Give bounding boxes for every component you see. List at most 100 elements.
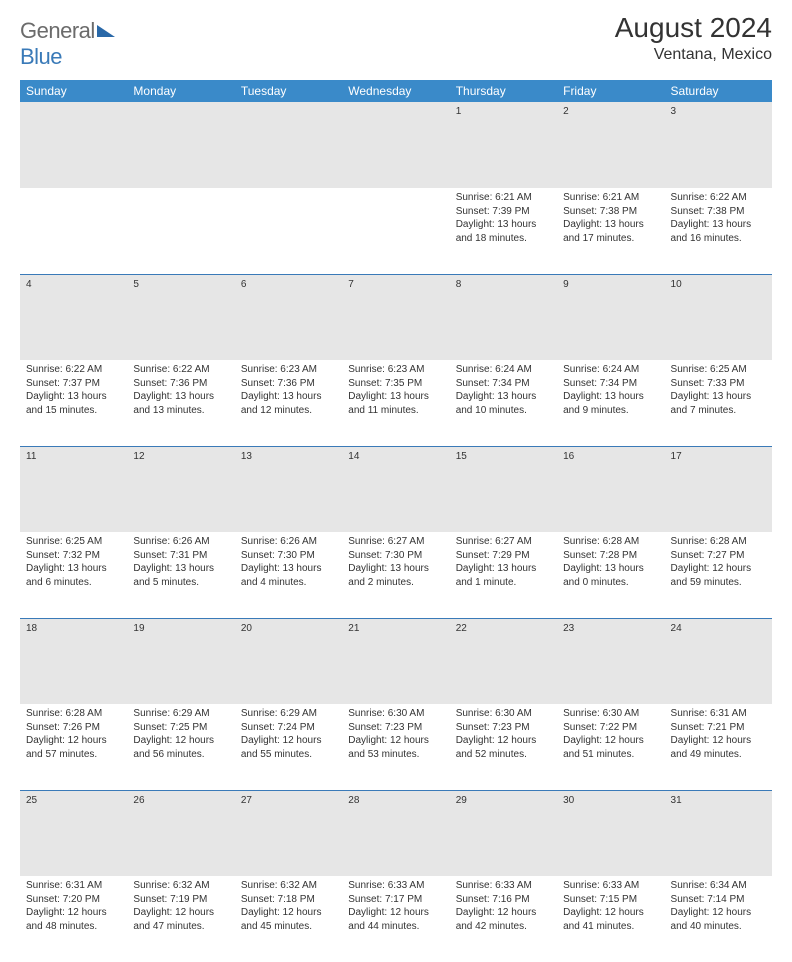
weekday-header: Monday	[127, 80, 234, 102]
sunrise-line: Sunrise: 6:21 AM	[563, 191, 658, 205]
page-header: General Blue August 2024 Ventana, Mexico	[20, 12, 772, 70]
daylight-line: Daylight: 13 hours and 15 minutes.	[26, 390, 121, 417]
sunrise-line: Sunrise: 6:24 AM	[456, 363, 551, 377]
day-number: 21	[342, 618, 449, 704]
sunset-line: Sunset: 7:26 PM	[26, 721, 121, 735]
day-cell: Sunrise: 6:29 AMSunset: 7:24 PMDaylight:…	[235, 704, 342, 790]
daylight-line: Daylight: 12 hours and 45 minutes.	[241, 906, 336, 933]
sunrise-line: Sunrise: 6:33 AM	[563, 879, 658, 893]
day-cell: Sunrise: 6:30 AMSunset: 7:23 PMDaylight:…	[450, 704, 557, 790]
day-cell: Sunrise: 6:23 AMSunset: 7:36 PMDaylight:…	[235, 360, 342, 446]
day-number: 29	[450, 790, 557, 876]
daylight-line: Daylight: 13 hours and 11 minutes.	[348, 390, 443, 417]
sunset-line: Sunset: 7:39 PM	[456, 205, 551, 219]
day-cell: Sunrise: 6:22 AMSunset: 7:37 PMDaylight:…	[20, 360, 127, 446]
sunset-line: Sunset: 7:20 PM	[26, 893, 121, 907]
day-cell: Sunrise: 6:22 AMSunset: 7:38 PMDaylight:…	[665, 188, 772, 274]
day-number: 12	[127, 446, 234, 532]
daylight-line: Daylight: 13 hours and 0 minutes.	[563, 562, 658, 589]
day-number: 6	[235, 274, 342, 360]
day-number-row: 45678910	[20, 274, 772, 360]
daylight-line: Daylight: 12 hours and 56 minutes.	[133, 734, 228, 761]
sunset-line: Sunset: 7:19 PM	[133, 893, 228, 907]
sunset-line: Sunset: 7:30 PM	[348, 549, 443, 563]
day-number	[127, 102, 234, 188]
day-cell: Sunrise: 6:27 AMSunset: 7:30 PMDaylight:…	[342, 532, 449, 618]
day-number: 30	[557, 790, 664, 876]
sunset-line: Sunset: 7:23 PM	[456, 721, 551, 735]
daylight-line: Daylight: 13 hours and 7 minutes.	[671, 390, 766, 417]
daylight-line: Daylight: 12 hours and 59 minutes.	[671, 562, 766, 589]
sunset-line: Sunset: 7:30 PM	[241, 549, 336, 563]
location-label: Ventana, Mexico	[615, 46, 772, 64]
day-number: 11	[20, 446, 127, 532]
daylight-line: Daylight: 13 hours and 10 minutes.	[456, 390, 551, 417]
sunset-line: Sunset: 7:23 PM	[348, 721, 443, 735]
daylight-line: Daylight: 13 hours and 18 minutes.	[456, 218, 551, 245]
sunset-line: Sunset: 7:17 PM	[348, 893, 443, 907]
sunrise-line: Sunrise: 6:23 AM	[241, 363, 336, 377]
day-cell: Sunrise: 6:25 AMSunset: 7:32 PMDaylight:…	[20, 532, 127, 618]
sunset-line: Sunset: 7:37 PM	[26, 377, 121, 391]
day-cell	[235, 188, 342, 274]
day-cell: Sunrise: 6:30 AMSunset: 7:22 PMDaylight:…	[557, 704, 664, 790]
day-number: 16	[557, 446, 664, 532]
sunrise-line: Sunrise: 6:26 AM	[133, 535, 228, 549]
sunset-line: Sunset: 7:34 PM	[563, 377, 658, 391]
daylight-line: Daylight: 13 hours and 17 minutes.	[563, 218, 658, 245]
weekday-header: Sunday	[20, 80, 127, 102]
day-cell	[127, 188, 234, 274]
month-title: August 2024	[615, 12, 772, 44]
sunrise-line: Sunrise: 6:30 AM	[456, 707, 551, 721]
day-cell: Sunrise: 6:21 AMSunset: 7:39 PMDaylight:…	[450, 188, 557, 274]
sunset-line: Sunset: 7:33 PM	[671, 377, 766, 391]
day-number: 22	[450, 618, 557, 704]
day-number: 15	[450, 446, 557, 532]
sunset-line: Sunset: 7:27 PM	[671, 549, 766, 563]
daylight-line: Daylight: 12 hours and 44 minutes.	[348, 906, 443, 933]
sunset-line: Sunset: 7:28 PM	[563, 549, 658, 563]
day-number: 25	[20, 790, 127, 876]
sunset-line: Sunset: 7:35 PM	[348, 377, 443, 391]
daylight-line: Daylight: 13 hours and 9 minutes.	[563, 390, 658, 417]
title-block: August 2024 Ventana, Mexico	[615, 12, 772, 64]
sunrise-line: Sunrise: 6:30 AM	[563, 707, 658, 721]
day-number-row: 18192021222324	[20, 618, 772, 704]
day-number: 3	[665, 102, 772, 188]
day-number-row: 25262728293031	[20, 790, 772, 876]
day-number: 13	[235, 446, 342, 532]
day-number: 27	[235, 790, 342, 876]
day-cell: Sunrise: 6:32 AMSunset: 7:19 PMDaylight:…	[127, 876, 234, 962]
sunset-line: Sunset: 7:38 PM	[671, 205, 766, 219]
day-cell: Sunrise: 6:26 AMSunset: 7:31 PMDaylight:…	[127, 532, 234, 618]
day-cell	[20, 188, 127, 274]
sunset-line: Sunset: 7:36 PM	[241, 377, 336, 391]
sunset-line: Sunset: 7:25 PM	[133, 721, 228, 735]
sunrise-line: Sunrise: 6:24 AM	[563, 363, 658, 377]
sunrise-line: Sunrise: 6:28 AM	[26, 707, 121, 721]
day-number: 28	[342, 790, 449, 876]
sunrise-line: Sunrise: 6:34 AM	[671, 879, 766, 893]
sunrise-line: Sunrise: 6:23 AM	[348, 363, 443, 377]
day-number: 17	[665, 446, 772, 532]
day-content-row: Sunrise: 6:25 AMSunset: 7:32 PMDaylight:…	[20, 532, 772, 618]
day-cell: Sunrise: 6:28 AMSunset: 7:26 PMDaylight:…	[20, 704, 127, 790]
day-cell: Sunrise: 6:23 AMSunset: 7:35 PMDaylight:…	[342, 360, 449, 446]
day-cell: Sunrise: 6:33 AMSunset: 7:16 PMDaylight:…	[450, 876, 557, 962]
calendar-table: SundayMondayTuesdayWednesdayThursdayFrid…	[20, 80, 772, 962]
day-number	[235, 102, 342, 188]
sunrise-line: Sunrise: 6:21 AM	[456, 191, 551, 205]
day-number: 7	[342, 274, 449, 360]
daylight-line: Daylight: 12 hours and 49 minutes.	[671, 734, 766, 761]
sunrise-line: Sunrise: 6:27 AM	[456, 535, 551, 549]
weekday-header: Friday	[557, 80, 664, 102]
day-number: 1	[450, 102, 557, 188]
sunrise-line: Sunrise: 6:33 AM	[456, 879, 551, 893]
day-cell: Sunrise: 6:31 AMSunset: 7:20 PMDaylight:…	[20, 876, 127, 962]
sunset-line: Sunset: 7:21 PM	[671, 721, 766, 735]
day-number: 4	[20, 274, 127, 360]
daylight-line: Daylight: 13 hours and 6 minutes.	[26, 562, 121, 589]
sunrise-line: Sunrise: 6:28 AM	[671, 535, 766, 549]
day-number: 14	[342, 446, 449, 532]
day-number: 24	[665, 618, 772, 704]
